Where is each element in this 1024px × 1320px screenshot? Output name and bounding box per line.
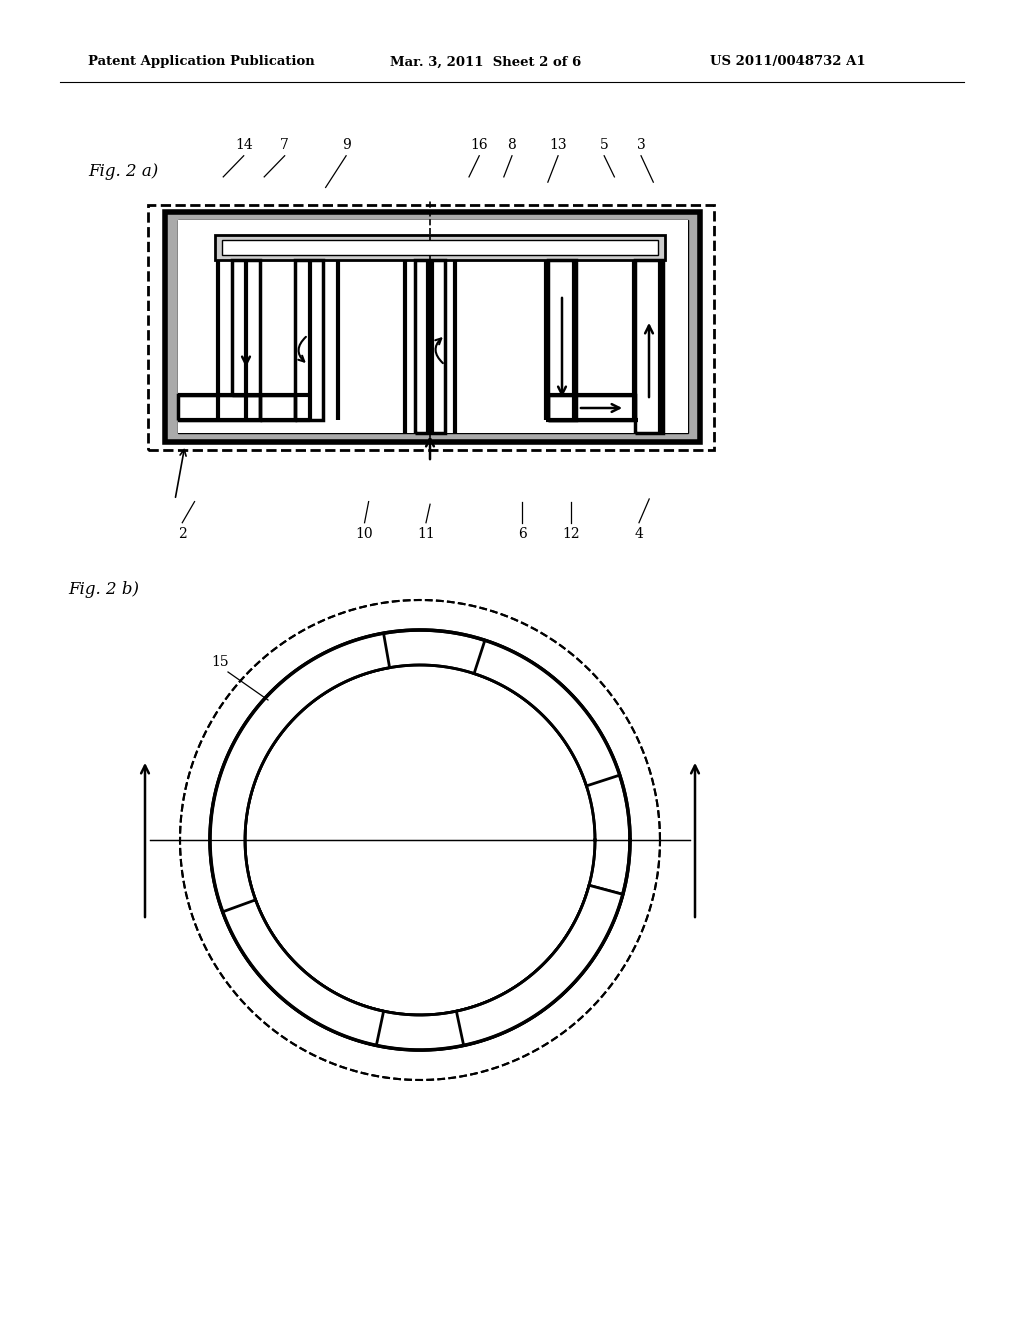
Text: 16: 16 [470, 139, 488, 153]
Text: US 2011/0048732 A1: US 2011/0048732 A1 [710, 55, 865, 69]
Text: Mar. 3, 2011  Sheet 2 of 6: Mar. 3, 2011 Sheet 2 of 6 [390, 55, 582, 69]
Text: 11: 11 [417, 527, 435, 541]
Bar [222, 240, 658, 255]
Polygon shape [474, 640, 620, 785]
Text: 15: 15 [211, 655, 228, 669]
Text: 9: 9 [342, 139, 350, 153]
Text: 7: 7 [281, 139, 289, 153]
Text: Fig. 2 a): Fig. 2 a) [88, 164, 159, 181]
Text: 14: 14 [234, 139, 253, 153]
Bar [178, 220, 688, 433]
Bar [178, 220, 688, 433]
Text: 3: 3 [637, 139, 645, 153]
Text: 10: 10 [355, 527, 374, 541]
Text: 13: 13 [549, 139, 567, 153]
Text: Fig. 2 b): Fig. 2 b) [68, 582, 139, 598]
Polygon shape [210, 634, 623, 1049]
Polygon shape [457, 886, 623, 1045]
Bar [165, 213, 700, 442]
Bar [215, 235, 665, 260]
Bar [148, 205, 714, 450]
Polygon shape [222, 900, 384, 1045]
Text: 5: 5 [600, 139, 608, 153]
Text: 6: 6 [518, 527, 526, 541]
Text: 8: 8 [508, 139, 516, 153]
Text: 4: 4 [635, 527, 643, 541]
Text: 12: 12 [562, 527, 581, 541]
Text: Patent Application Publication: Patent Application Publication [88, 55, 314, 69]
Bar [215, 235, 665, 260]
Text: 2: 2 [178, 527, 186, 541]
Bar [222, 240, 658, 255]
